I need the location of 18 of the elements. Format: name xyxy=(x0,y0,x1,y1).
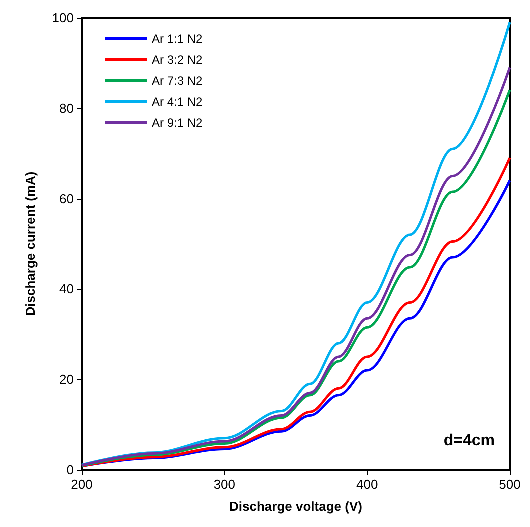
y-tick-label: 80 xyxy=(60,100,74,116)
x-axis-title: Discharge voltage (V) xyxy=(230,499,362,514)
x-tick-label: 300 xyxy=(214,477,236,492)
legend-label: Ar 7:3 N2 xyxy=(152,74,204,88)
legend-label: Ar 4:1 N2 xyxy=(152,95,204,109)
legend-label: Ar 1:1 N2 xyxy=(152,32,204,46)
y-tick-label: 40 xyxy=(60,282,74,297)
annotation: d=4cm xyxy=(444,432,495,450)
y-tick-label: 0 xyxy=(66,462,74,478)
x-tick-label: 200 xyxy=(71,477,93,492)
y-axis-title: Discharge current (mA) xyxy=(23,172,38,316)
y-tick-label: 20 xyxy=(60,372,74,388)
x-tick-label: 500 xyxy=(499,477,521,492)
legend-label: Ar 3:2 N2 xyxy=(152,53,204,67)
y-tick-label: 100 xyxy=(52,10,74,26)
x-tick-label: 400 xyxy=(356,477,378,492)
legend-label: Ar 9:1 N2 xyxy=(152,116,204,130)
y-tick-label: 60 xyxy=(60,191,74,206)
